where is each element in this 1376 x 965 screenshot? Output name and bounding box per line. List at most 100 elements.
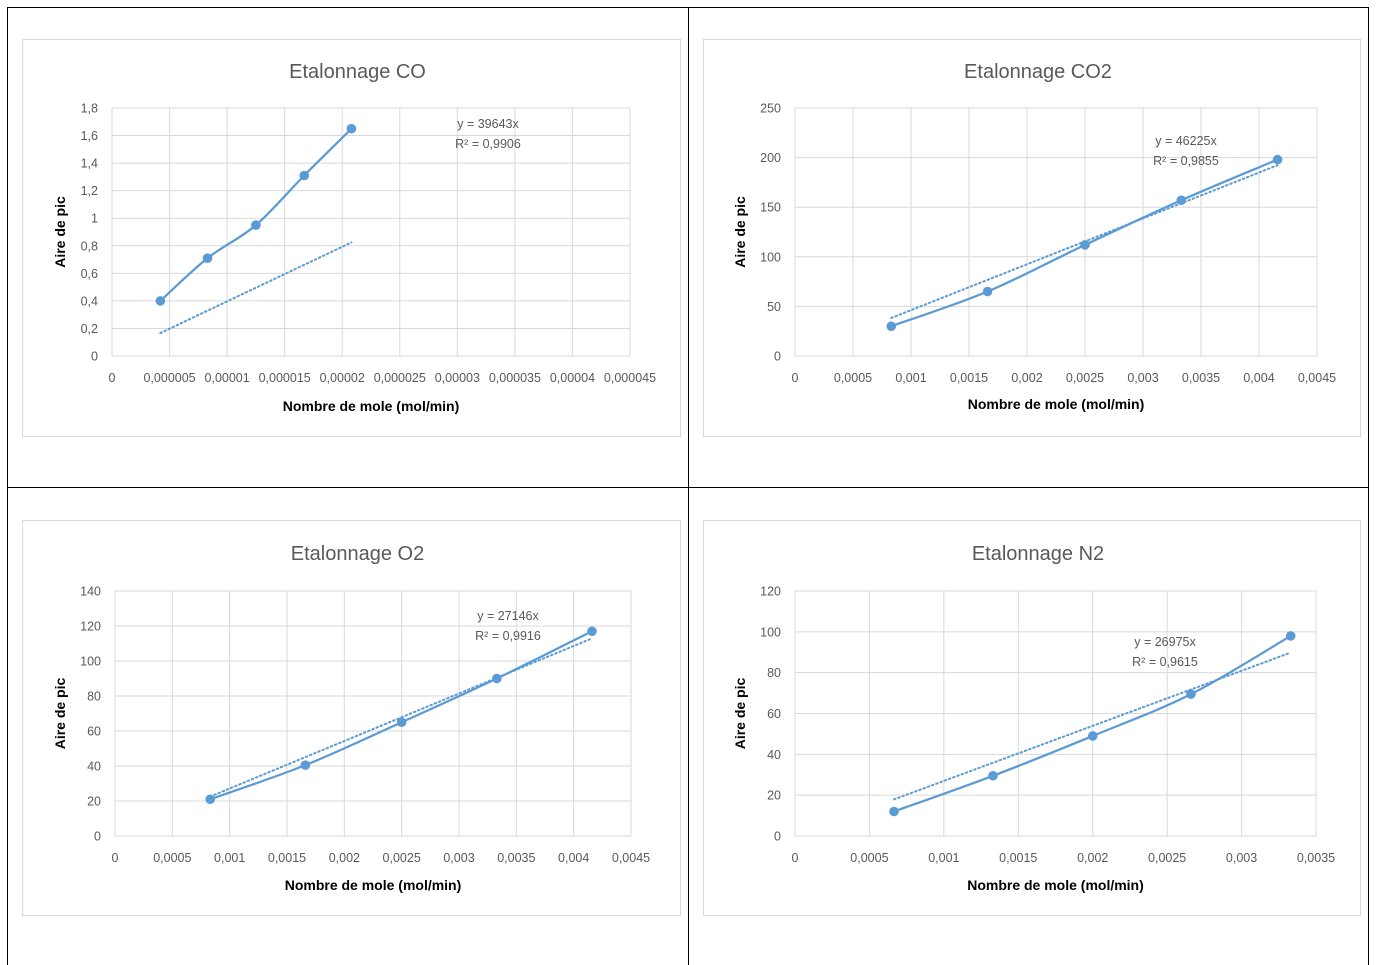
y-tick-label: 1,8 [81, 102, 98, 116]
data-point [1080, 240, 1090, 250]
y-tick-label: 100 [760, 625, 781, 639]
x-tick-label: 0,003 [1127, 371, 1158, 385]
x-tick-label: 0,000035 [489, 371, 541, 385]
data-point [205, 794, 215, 805]
x-tick-label: 0,003 [1226, 851, 1257, 865]
x-tick-label: 0,0015 [950, 371, 988, 385]
data-point [1087, 731, 1098, 741]
x-axis-label: Nombre de mole (mol/min) [283, 398, 460, 414]
trendline-equation: y = 27146x [477, 609, 539, 623]
y-axis-label: Aire de pic [732, 678, 748, 750]
y-tick-label: 0,6 [81, 267, 98, 281]
y-axis-label: Aire de pic [732, 196, 748, 268]
x-tick-label: 0,00004 [550, 371, 595, 385]
data-point [202, 253, 213, 263]
x-tick-label: 0 [792, 371, 799, 385]
data-point [1176, 195, 1187, 206]
x-tick-label: 0,000015 [259, 371, 311, 385]
y-tick-label: 60 [767, 707, 781, 721]
x-tick-label: 0,00001 [205, 371, 250, 385]
x-axis-label: Nombre de mole (mol/min) [968, 396, 1145, 412]
y-tick-label: 100 [760, 250, 781, 264]
data-point [346, 123, 357, 134]
y-tick-label: 1 [91, 212, 98, 226]
data-point [492, 673, 502, 684]
x-tick-label: 0,000025 [374, 371, 426, 385]
trendline [209, 637, 594, 798]
y-tick-label: 0,4 [81, 294, 98, 308]
series-line [159, 127, 353, 302]
y-tick-label: 250 [760, 102, 781, 116]
y-axis-label: Aire de pic [52, 678, 68, 750]
y-tick-label: 1,2 [81, 184, 98, 198]
data-point [155, 296, 166, 306]
series-line [209, 630, 593, 801]
x-axis-label: Nombre de mole (mol/min) [967, 877, 1144, 893]
x-tick-label: 0,004 [558, 851, 589, 865]
data-point [1272, 154, 1283, 165]
chart-etalonnage-o2: Etalonnage O2 0 20 40 60 80 100 120 140 0 0,0005 0,… [22, 520, 681, 916]
chart-title: Etalonnage O2 [291, 543, 424, 565]
trendline-equation: y = 46225x [1155, 134, 1217, 148]
chart-svg: Etalonnage CO2 0 50 100 150 200 250 0 0,0005 0,00… [732, 61, 1336, 412]
y-tick-label: 100 [80, 655, 101, 669]
x-tick-label: 0,0005 [153, 851, 191, 865]
trendline [159, 241, 353, 335]
x-tick-label: 0,0045 [1298, 371, 1336, 385]
data-point [1186, 689, 1196, 699]
x-tick-label: 0,0025 [383, 851, 421, 865]
x-tick-label: 0,0005 [834, 371, 872, 385]
chart-svg: Etalonnage N2 0 20 40 60 80 100 120 0 0,0005 0,001… [732, 543, 1335, 893]
x-tick-label: 0,000045 [604, 371, 656, 385]
data-point [982, 286, 993, 297]
chart-svg: Etalonnage CO 0 0,2 0,4 0,6 0,8 1 1,2 1,4 1,6 1,8 0… [52, 61, 656, 414]
x-tick-label: 0,0045 [612, 851, 650, 865]
y-tick-label: 0 [91, 350, 98, 364]
x-tick-label: 0,0035 [497, 851, 535, 865]
x-tick-label: 0,0025 [1148, 851, 1186, 865]
x-tick-label: 0,001 [214, 851, 245, 865]
chart-svg: Etalonnage O2 0 20 40 60 80 100 120 140 0 0,0005 0,… [52, 543, 650, 893]
data-point [299, 170, 310, 181]
x-tick-label: 0,004 [1243, 371, 1274, 385]
y-axis-label: Aire de pic [52, 196, 68, 268]
y-tick-label: 0,2 [81, 322, 98, 336]
x-tick-label: 0,00002 [320, 371, 365, 385]
data-point [889, 806, 899, 817]
data-point [300, 760, 311, 770]
y-tick-label: 150 [760, 201, 781, 215]
chart-title: Etalonnage CO [289, 61, 426, 83]
y-tick-label: 0 [774, 830, 781, 844]
y-tick-label: 40 [767, 748, 781, 762]
y-tick-label: 60 [87, 725, 101, 739]
data-point [587, 626, 597, 637]
y-tick-label: 40 [87, 760, 101, 774]
trendline-equation: y = 26975x [1134, 635, 1196, 649]
data-point [396, 717, 407, 728]
trendline-equation: R² = 0,9855 [1153, 154, 1219, 168]
y-tick-label: 0 [94, 830, 101, 844]
data-point [886, 321, 897, 332]
x-tick-label: 0,002 [1077, 851, 1108, 865]
y-tick-label: 120 [80, 620, 101, 634]
x-tick-label: 0 [109, 371, 116, 385]
y-tick-label: 80 [87, 690, 101, 704]
trendline-equation: y = 39643x [457, 117, 519, 131]
y-tick-label: 20 [767, 789, 781, 803]
trendline-equation: R² = 0,9916 [475, 629, 541, 643]
y-tick-label: 20 [87, 795, 101, 809]
x-tick-label: 0,002 [329, 851, 360, 865]
trendline-equation: R² = 0,9615 [1132, 655, 1198, 669]
y-tick-label: 200 [760, 151, 781, 165]
data-point [251, 220, 261, 230]
x-tick-label: 0,0015 [268, 851, 306, 865]
x-axis-label: Nombre de mole (mol/min) [285, 877, 462, 893]
chart-etalonnage-n2: Etalonnage N2 0 20 40 60 80 100 120 0 0,0005 0,001… [703, 520, 1361, 916]
y-tick-label: 1,4 [81, 157, 98, 171]
y-tick-label: 80 [767, 666, 781, 680]
x-tick-label: 0 [112, 851, 119, 865]
x-tick-label: 0,0035 [1182, 371, 1220, 385]
data-point [988, 770, 998, 781]
y-tick-label: 1,6 [81, 129, 98, 143]
chart-title: Etalonnage CO2 [964, 61, 1112, 83]
